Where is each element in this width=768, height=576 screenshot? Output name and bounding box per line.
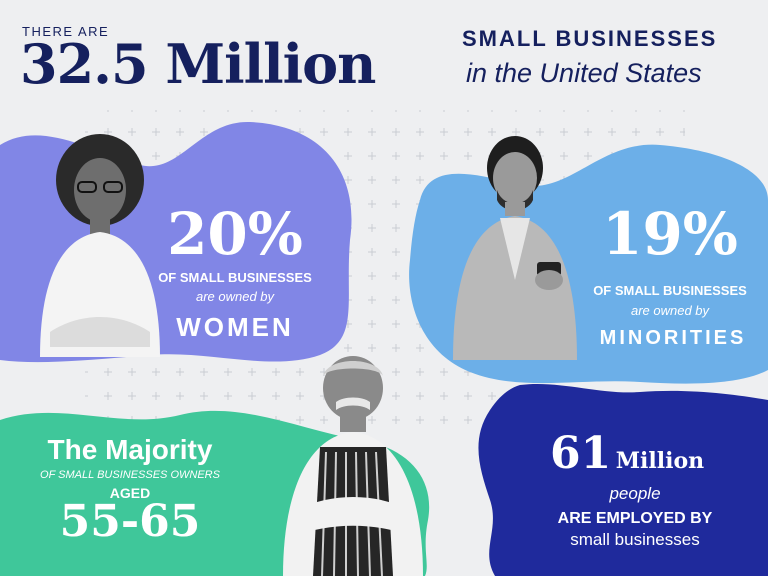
employed-number: 61 [550,428,612,479]
small-businesses-heading: SMALL BUSINESSES [462,26,718,51]
minorities-of-small-businesses: OF SMALL BUSINESSES [593,283,747,298]
older-man-photo [283,356,423,576]
minorities-owned-by: are owned by [630,303,710,318]
minorities-percent: 19% [602,200,738,268]
employed-number-line: 61 Million [550,428,750,479]
employed-million: Million [615,448,705,474]
woman-photo [40,134,160,357]
women-label: WOMEN [176,312,294,342]
majority-heading: The Majority [47,434,213,465]
women-of-small-businesses: OF SMALL BUSINESSES [158,270,312,285]
women-percent: 20% [167,200,303,268]
there-are-label: THERE ARE [22,24,110,39]
dark-blue-blob [478,383,768,576]
aged-label: AGED [109,485,151,501]
headline-number: 32.5 Million [20,32,376,96]
location-subheading: in the United States [466,58,702,88]
owners-caption: OF SMALL BUSINESSES OWNERS [40,469,220,481]
minorities-label: MINORITIES [599,327,747,349]
people-label: people [609,484,661,503]
man-with-phone-photo [453,136,577,360]
are-employed-by-label: ARE EMPLOYED BY [557,510,713,527]
small-businesses-label: small businesses [570,530,700,549]
age-range: 55-65 [59,496,201,547]
women-owned-by: are owned by [195,289,275,304]
